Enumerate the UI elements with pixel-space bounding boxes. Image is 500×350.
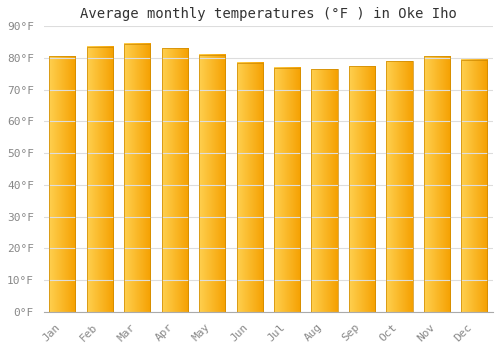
Bar bbox=[199, 55, 226, 312]
Bar bbox=[50, 56, 76, 312]
Bar bbox=[386, 61, 412, 312]
Title: Average monthly temperatures (°F ) in Oke Iho: Average monthly temperatures (°F ) in Ok… bbox=[80, 7, 457, 21]
Bar bbox=[124, 44, 150, 312]
Bar bbox=[236, 63, 262, 312]
Bar bbox=[274, 68, 300, 312]
Bar bbox=[86, 47, 113, 312]
Bar bbox=[424, 56, 450, 312]
Bar bbox=[349, 66, 375, 312]
Bar bbox=[162, 49, 188, 312]
Bar bbox=[312, 69, 338, 312]
Bar bbox=[461, 60, 487, 312]
